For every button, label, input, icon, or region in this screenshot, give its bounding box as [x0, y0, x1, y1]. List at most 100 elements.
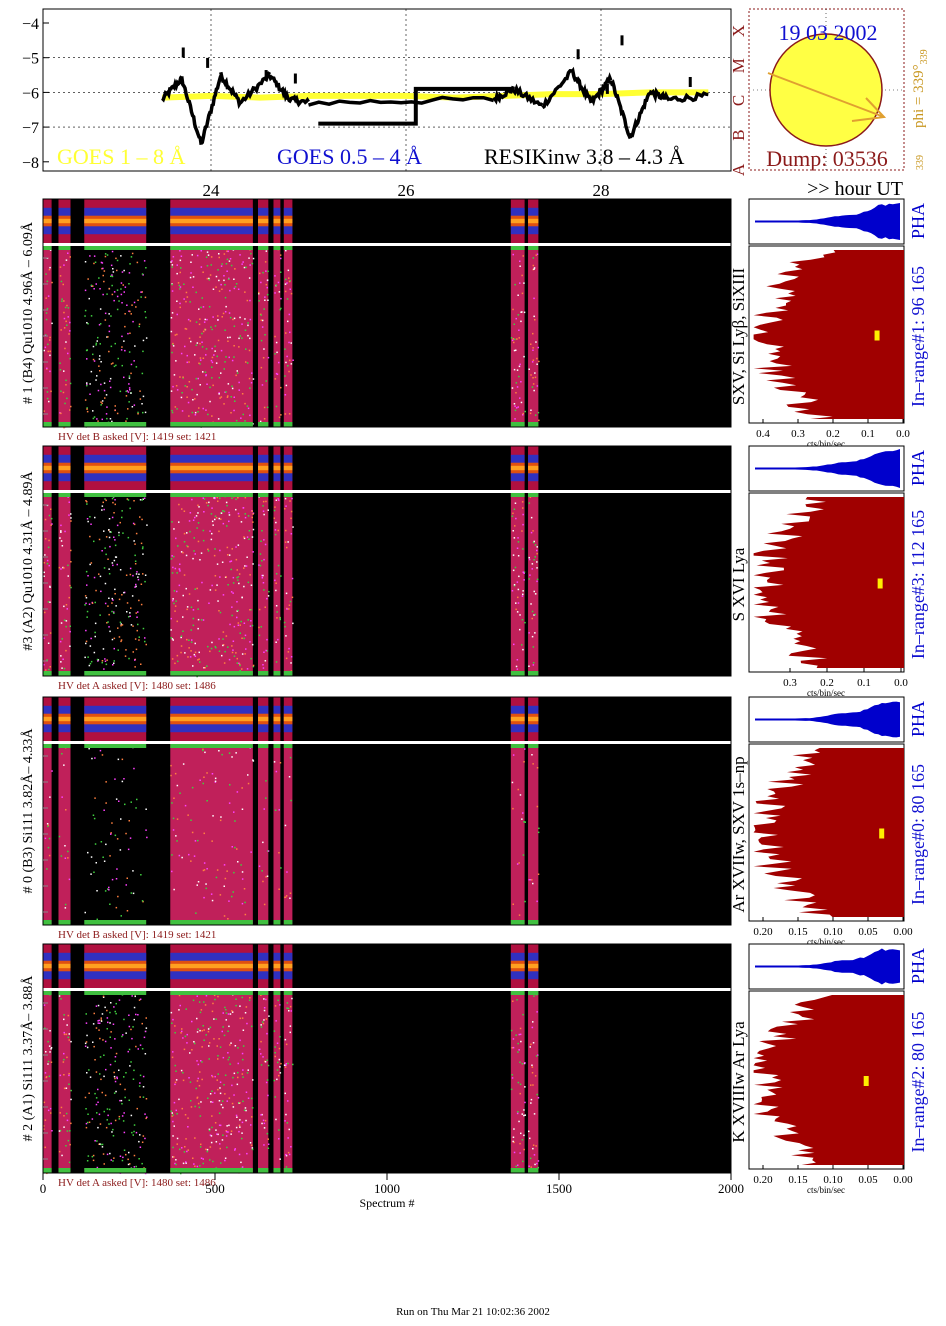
- spectrum-pixel: [262, 664, 264, 666]
- spectrum-pixel: [228, 278, 230, 280]
- spectrum-pixel: [63, 327, 66, 329]
- spectrum-pixel: [85, 1041, 88, 1043]
- spectrum-pixel: [529, 1046, 531, 1048]
- spectrum-pixel: [244, 420, 246, 422]
- spectrum-pixel: [245, 1091, 248, 1093]
- spectrum-pixel: [67, 352, 69, 355]
- spectrum-pixel: [62, 566, 64, 569]
- spectrum-pixel: [115, 1002, 117, 1005]
- spectrum-pixel: [106, 406, 108, 408]
- spectrum-pixel: [537, 873, 540, 875]
- spectrum-pixel: [518, 375, 520, 378]
- spectrum-pixel: [241, 263, 243, 265]
- spectrum-pixel: [513, 508, 516, 510]
- pha-band-core: [273, 716, 281, 722]
- spectrum-pixel: [258, 608, 261, 611]
- spectrum-pixel: [530, 374, 532, 376]
- spectrum-pixel: [220, 396, 223, 398]
- spectrum-pixel: [197, 881, 200, 883]
- spectrum-pixel: [180, 645, 183, 647]
- spectrum-edge-bottom: [170, 671, 253, 676]
- spectrum-pixel: [246, 556, 248, 558]
- spectrum-pixel: [43, 571, 45, 574]
- flare-class-label: X: [729, 25, 748, 37]
- spectrum-pixel: [260, 540, 262, 542]
- spectrum-pixel: [141, 547, 144, 550]
- spectrum-pixel: [236, 657, 238, 660]
- spectrum-pixel: [224, 650, 226, 653]
- spectrum-pixel: [284, 1066, 287, 1068]
- side-units-label: cts/bin/sec: [807, 439, 845, 449]
- spectrum-pixel: [110, 363, 113, 365]
- spectrum-pixel: [141, 1048, 144, 1050]
- spectrum-pixel: [186, 296, 189, 298]
- pha-band-core: [528, 218, 539, 224]
- spectrum-pixel: [128, 351, 131, 353]
- spectrum-pixel: [119, 521, 121, 524]
- spectrum-pixel: [70, 549, 72, 552]
- spectrum-pixel: [236, 662, 239, 664]
- spectrum-pixel: [288, 1128, 290, 1131]
- goes-short-curve: [628, 91, 651, 139]
- spectrum-pixel: [207, 550, 210, 552]
- spectrum-pixel: [179, 376, 181, 378]
- spectrum-pixel: [191, 1049, 193, 1051]
- spectrum-pixel: [289, 1031, 291, 1034]
- spectrum-pixel: [94, 622, 97, 625]
- spectrum-pixel: [63, 1087, 66, 1090]
- spectrum-pixel: [178, 1098, 180, 1101]
- spectrum-pixel: [202, 371, 204, 373]
- spectrum-pixel: [277, 529, 279, 532]
- spectrum-pixel: [283, 621, 286, 624]
- pha-band-core: [170, 218, 253, 224]
- spectrum-pixel: [241, 1052, 244, 1055]
- spectrum-pixel: [533, 590, 535, 593]
- pha-band-core: [170, 963, 253, 969]
- spectrum-pixel: [262, 1021, 264, 1023]
- spectrum-pixel: [288, 341, 290, 344]
- spectrum-pixel: [125, 884, 127, 886]
- spectrum-pixel: [170, 637, 173, 639]
- spectrum-pixel: [248, 277, 251, 279]
- spectrum-pixel: [202, 407, 204, 410]
- spectrum-pixel: [227, 1030, 229, 1032]
- spectrum-pixel: [222, 1134, 224, 1136]
- spectrum-pixel: [524, 410, 526, 413]
- spectrum-pixel: [223, 279, 225, 282]
- spectrum-pixel: [175, 1079, 178, 1081]
- spectrum-pixel: [517, 1164, 519, 1166]
- spectrum-pixel: [91, 1155, 94, 1158]
- spectrum-pixel: [189, 276, 192, 279]
- spectrum-pixel: [252, 551, 254, 553]
- spectrum-pixel: [213, 1038, 215, 1040]
- spectrum-pixel: [85, 597, 88, 599]
- spectrum-pixel: [225, 305, 227, 308]
- spectrum-column: [258, 991, 269, 1173]
- spectrum-pixel: [266, 279, 269, 281]
- spectrum-pixel: [263, 651, 265, 653]
- pha-band-core: [273, 465, 281, 471]
- spectrum-pixel: [243, 266, 246, 269]
- spectrum-pixel: [131, 406, 134, 408]
- spectrum-pixel: [236, 848, 238, 850]
- hv-label: HV det B asked [V]: 1419 set: 1421: [58, 431, 216, 443]
- spectrum-pixel: [47, 1063, 49, 1065]
- spectrum-pixel: [211, 1074, 213, 1077]
- spectrum-pixel: [101, 262, 104, 264]
- spectrum-pixel: [59, 640, 62, 643]
- spectrum-pixel: [70, 1098, 72, 1101]
- spectrum-pixel: [86, 382, 88, 384]
- spectrum-pixel: [46, 307, 49, 310]
- pha-band-core: [258, 465, 269, 471]
- spectrum-pixel: [218, 1100, 221, 1102]
- spectrum-pixel: [182, 630, 184, 632]
- spectrum-pixel: [237, 1076, 239, 1079]
- spectrum-pixel: [251, 1107, 254, 1109]
- spectrum-pixel: [238, 582, 240, 585]
- spectrum-pixel: [95, 283, 97, 285]
- spectrum-pixel: [225, 576, 227, 578]
- spectrum-pixel: [70, 586, 72, 589]
- spectrum-pixel: [534, 632, 536, 634]
- spectrum-pixel: [50, 1061, 53, 1063]
- spectrum-edge-top: [283, 744, 293, 748]
